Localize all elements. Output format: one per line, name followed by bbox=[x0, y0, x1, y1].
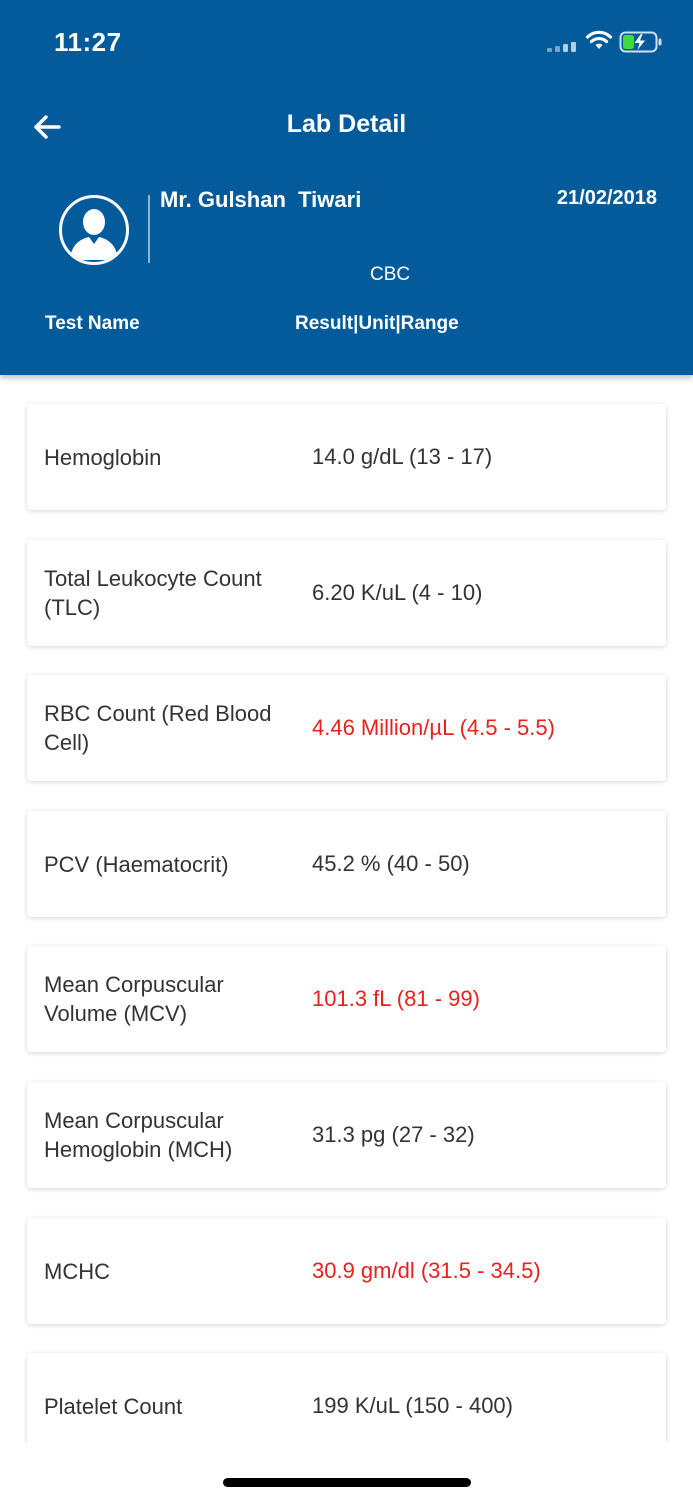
header-divider bbox=[148, 195, 150, 263]
result-row-hemoglobin[interactable]: Hemoglobin 14.0 g/dL (13 - 17) bbox=[27, 404, 666, 510]
cellular-signal-icon bbox=[547, 42, 577, 52]
result-row-platelet-count[interactable]: Platelet Count 199 K/uL (150 - 400) bbox=[27, 1353, 666, 1443]
arrow-left-icon bbox=[34, 115, 61, 139]
patient-avatar bbox=[59, 195, 129, 265]
lab-results-list[interactable]: Hemoglobin 14.0 g/dL (13 - 17) Total Leu… bbox=[0, 375, 693, 1443]
page-title: Lab Detail bbox=[286, 110, 407, 138]
result-row-tlc[interactable]: Total Leukocyte Count (TLC) 6.20 K/uL (4… bbox=[27, 540, 666, 646]
test-result: 31.3 pg (27 - 32) bbox=[312, 1122, 475, 1147]
test-name: Mean Corpuscular Volume (MCV) bbox=[44, 972, 224, 1026]
result-row-rbc-count[interactable]: RBC Count (Red Blood Cell) 4.46 Million/… bbox=[27, 675, 666, 781]
wifi-icon bbox=[585, 30, 613, 49]
home-indicator[interactable] bbox=[223, 1478, 471, 1487]
test-panel-name: CBC bbox=[370, 264, 411, 285]
test-name: Mean Corpuscular Hemoglobin (MCH) bbox=[44, 1108, 233, 1162]
battery-charging-icon bbox=[619, 31, 662, 53]
test-result: 6.20 K/uL (4 - 10) bbox=[312, 580, 483, 605]
test-result: 30.9 gm/dl (31.5 - 34.5) bbox=[312, 1258, 541, 1283]
test-result: 199 K/uL (150 - 400) bbox=[312, 1393, 513, 1418]
test-result: 45.2 % (40 - 50) bbox=[312, 851, 470, 876]
report-date: 21/02/2018 bbox=[556, 187, 657, 209]
test-result: 14.0 g/dL (13 - 17) bbox=[312, 444, 493, 469]
app-header: 11:27 Lab Detail Mr. Gulshan Tiwari 21/0… bbox=[0, 0, 693, 375]
test-name: Total Leukocyte Count (TLC) bbox=[44, 566, 262, 620]
test-name: Platelet Count bbox=[44, 1393, 183, 1419]
result-row-mcv[interactable]: Mean Corpuscular Volume (MCV) 101.3 fL (… bbox=[27, 946, 666, 1052]
back-button[interactable] bbox=[26, 106, 68, 148]
test-name: RBC Count (Red Blood Cell) bbox=[44, 701, 272, 755]
result-row-mchc[interactable]: MCHC 30.9 gm/dl (31.5 - 34.5) bbox=[27, 1218, 666, 1324]
test-name: PCV (Haematocrit) bbox=[44, 851, 229, 877]
result-row-mch[interactable]: Mean Corpuscular Hemoglobin (MCH) 31.3 p… bbox=[27, 1082, 666, 1188]
test-result: 101.3 fL (81 - 99) bbox=[312, 986, 480, 1011]
test-result: 4.46 Million/µL (4.5 - 5.5) bbox=[312, 715, 555, 740]
column-header-result: Result|Unit|Range bbox=[295, 313, 459, 334]
patient-name: Mr. Gulshan Tiwari bbox=[160, 187, 362, 212]
user-icon bbox=[70, 209, 118, 260]
test-name: MCHC bbox=[44, 1258, 110, 1284]
result-row-pcv[interactable]: PCV (Haematocrit) 45.2 % (40 - 50) bbox=[27, 811, 666, 917]
test-name: Hemoglobin bbox=[44, 444, 162, 470]
status-time: 11:27 bbox=[54, 27, 122, 57]
column-header-test-name: Test Name bbox=[45, 313, 140, 334]
